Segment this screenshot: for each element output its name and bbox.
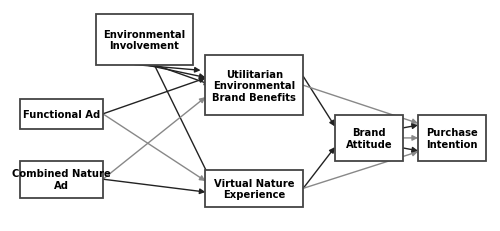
FancyBboxPatch shape bbox=[418, 116, 486, 161]
Text: Utilitarian
Environmental
Brand Benefits: Utilitarian Environmental Brand Benefits bbox=[212, 69, 296, 102]
Text: Combined Nature
Ad: Combined Nature Ad bbox=[12, 169, 110, 190]
FancyBboxPatch shape bbox=[96, 15, 194, 65]
Text: Brand
Attitude: Brand Attitude bbox=[346, 128, 393, 149]
FancyBboxPatch shape bbox=[20, 100, 103, 129]
Text: Virtual Nature
Experience: Virtual Nature Experience bbox=[214, 178, 294, 199]
Text: Environmental
Involvement: Environmental Involvement bbox=[104, 29, 186, 51]
FancyBboxPatch shape bbox=[206, 56, 303, 116]
FancyBboxPatch shape bbox=[335, 116, 404, 161]
FancyBboxPatch shape bbox=[20, 161, 103, 198]
FancyBboxPatch shape bbox=[206, 170, 303, 207]
Text: Functional Ad: Functional Ad bbox=[22, 109, 100, 119]
Text: Purchase
Intention: Purchase Intention bbox=[426, 128, 478, 149]
